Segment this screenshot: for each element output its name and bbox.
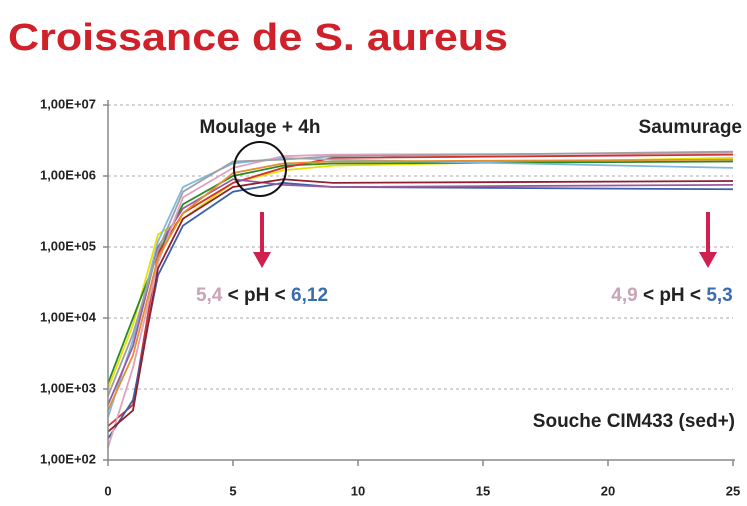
x-tick-label: 20 (601, 483, 615, 498)
ph-mid: < pH < (228, 285, 286, 306)
series-line (107, 152, 734, 448)
ph-high: 5,3 (706, 285, 732, 306)
x-tick-label: 15 (476, 483, 490, 498)
x-tick-label: 0 (104, 483, 111, 498)
ph-high: 6,12 (291, 285, 328, 306)
y-tick-label: 1,00E+07 (40, 96, 96, 111)
series-line (107, 156, 734, 390)
y-tick-label: 1,00E+04 (40, 309, 97, 324)
arrow (699, 212, 717, 268)
y-tick-label: 1,00E+02 (40, 451, 96, 466)
ph-mid: < pH < (643, 285, 701, 306)
series-line (107, 160, 734, 384)
series-line (107, 178, 734, 433)
x-tick-label: 5 (229, 483, 236, 498)
lines (107, 150, 734, 448)
series-line (107, 150, 734, 397)
annotation: Moulage + 4h (200, 117, 321, 138)
y-tick-label: 1,00E+06 (40, 167, 96, 182)
annotation: Saumurage (639, 117, 742, 138)
ph-range: 4,9 < pH < 5,3 (611, 285, 732, 306)
ph-low: 4,9 (611, 285, 637, 306)
series-line (107, 156, 734, 418)
ph-low: 5,4 (196, 285, 223, 306)
ph-range: 5,4 < pH < 6,12 (196, 285, 328, 306)
highlight-circle (233, 141, 287, 197)
arrow (253, 212, 271, 268)
grid (108, 104, 733, 390)
x-tick-label: 10 (351, 483, 365, 498)
series-line (107, 181, 734, 440)
series-line (107, 158, 734, 411)
y-tick-label: 1,00E+05 (40, 238, 96, 253)
chart-title: Croissance de S. aureus (8, 17, 508, 59)
x-tick-label: 25 (726, 483, 740, 498)
y-tick-label: 1,00E+03 (40, 380, 96, 395)
annotation: Souche CIM433 (sed+) (533, 411, 735, 432)
